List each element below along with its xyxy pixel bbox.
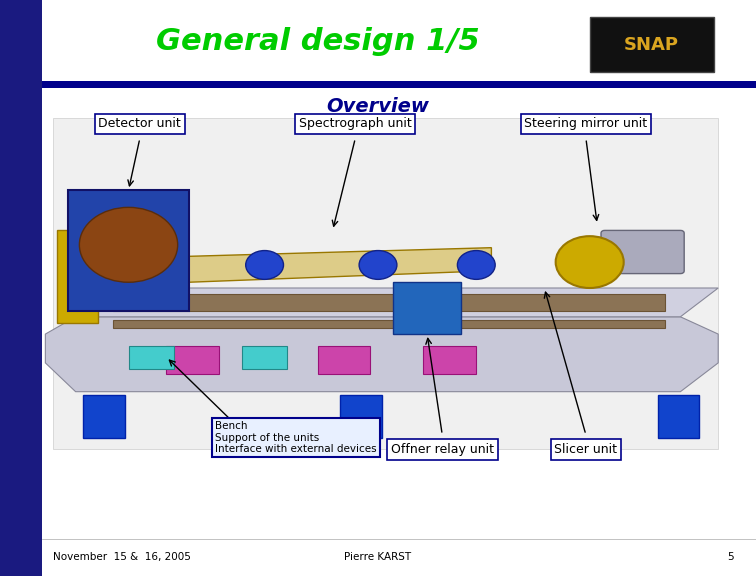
Text: Slicer unit: Slicer unit xyxy=(554,443,618,456)
FancyBboxPatch shape xyxy=(83,395,125,438)
FancyBboxPatch shape xyxy=(0,0,42,576)
Circle shape xyxy=(79,207,178,282)
FancyBboxPatch shape xyxy=(393,282,461,334)
Polygon shape xyxy=(113,294,665,311)
Text: Spectrograph unit: Spectrograph unit xyxy=(299,118,412,130)
FancyBboxPatch shape xyxy=(658,395,699,438)
Circle shape xyxy=(359,251,397,279)
FancyBboxPatch shape xyxy=(423,346,476,374)
Text: General design 1/5: General design 1/5 xyxy=(156,27,479,56)
Polygon shape xyxy=(76,288,718,317)
Text: SNAP: SNAP xyxy=(624,36,679,54)
FancyBboxPatch shape xyxy=(42,81,756,88)
FancyBboxPatch shape xyxy=(601,230,684,274)
Text: 5: 5 xyxy=(727,552,733,562)
Text: Bench
Support of the units
Interface with external devices: Bench Support of the units Interface wit… xyxy=(215,421,377,454)
Text: Detector unit: Detector unit xyxy=(98,118,181,130)
Polygon shape xyxy=(45,317,718,392)
Text: Steering mirror unit: Steering mirror unit xyxy=(525,118,647,130)
Circle shape xyxy=(556,236,624,288)
Polygon shape xyxy=(113,320,665,328)
FancyBboxPatch shape xyxy=(53,118,718,449)
Polygon shape xyxy=(189,248,491,282)
FancyBboxPatch shape xyxy=(166,346,219,374)
FancyBboxPatch shape xyxy=(129,346,174,369)
FancyBboxPatch shape xyxy=(42,0,756,84)
FancyBboxPatch shape xyxy=(242,346,287,369)
Text: Offner relay unit: Offner relay unit xyxy=(391,443,494,456)
FancyBboxPatch shape xyxy=(340,395,382,438)
FancyBboxPatch shape xyxy=(68,190,189,311)
Text: Overview: Overview xyxy=(327,97,429,116)
Circle shape xyxy=(246,251,284,279)
Text: Pierre KARST: Pierre KARST xyxy=(345,552,411,562)
FancyBboxPatch shape xyxy=(590,17,714,72)
FancyBboxPatch shape xyxy=(318,346,370,374)
Circle shape xyxy=(457,251,495,279)
FancyBboxPatch shape xyxy=(57,230,98,323)
Text: November  15 &  16, 2005: November 15 & 16, 2005 xyxy=(53,552,191,562)
FancyBboxPatch shape xyxy=(42,539,756,576)
